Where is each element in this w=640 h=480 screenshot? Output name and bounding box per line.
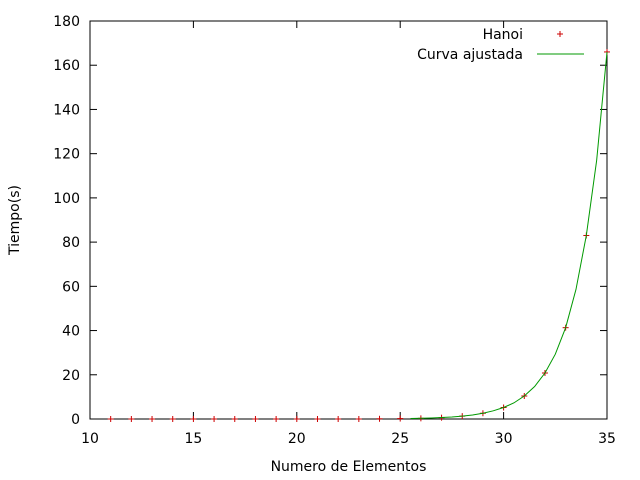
y-tick-label: 140 (53, 102, 80, 118)
plot-frame (89, 20, 608, 420)
x-tick-label: 15 (184, 431, 202, 447)
data-point (397, 415, 404, 422)
data-point (128, 416, 135, 422)
y-tick-label: 40 (62, 324, 80, 340)
y-tick-label: 20 (62, 368, 80, 384)
y-tick-label: 100 (53, 191, 80, 207)
data-point (355, 416, 362, 422)
data-point (169, 416, 176, 422)
series-hanoi (107, 48, 610, 422)
data-point (273, 416, 280, 422)
axis-ticks (89, 20, 608, 420)
y-tick-label: 160 (53, 58, 80, 74)
data-point (211, 416, 218, 422)
x-tick-label: 20 (288, 431, 306, 447)
x-tick-label: 10 (81, 431, 99, 447)
y-axis-label: Tiempo(s) (7, 185, 23, 256)
series-layer (107, 48, 610, 422)
legend-marker-hanoi (557, 31, 563, 37)
data-point (231, 416, 238, 422)
legend-label-hanoi: Hanoi (483, 27, 523, 43)
data-point (107, 416, 114, 422)
data-point (149, 416, 156, 422)
data-point (314, 416, 321, 422)
y-tick-label: 80 (62, 235, 80, 251)
data-point (335, 416, 342, 422)
axis-tick-labels: 10 15 20 25 30 35 0 20 40 60 80 100 120 140 160 180 (53, 14, 616, 447)
x-tick-label: 35 (598, 431, 616, 447)
legend-label-curva-ajustada: Curva ajustada (417, 47, 523, 63)
x-tick-label: 25 (391, 431, 409, 447)
data-point (293, 416, 300, 422)
data-point (376, 415, 383, 422)
y-tick-label: 180 (53, 14, 80, 30)
y-tick-label: 120 (53, 147, 80, 163)
x-tick-label: 30 (495, 431, 513, 447)
series-curva-ajustada (410, 51, 608, 419)
fit-curve-line (410, 51, 608, 419)
data-point (190, 416, 197, 422)
legend: Hanoi Curva ajustada (417, 27, 584, 63)
y-tick-label: 60 (62, 279, 80, 295)
data-point (252, 416, 259, 422)
plot-border (89, 20, 608, 420)
x-axis-label: Numero de Elementos (271, 459, 427, 475)
y-tick-label: 0 (71, 412, 80, 428)
